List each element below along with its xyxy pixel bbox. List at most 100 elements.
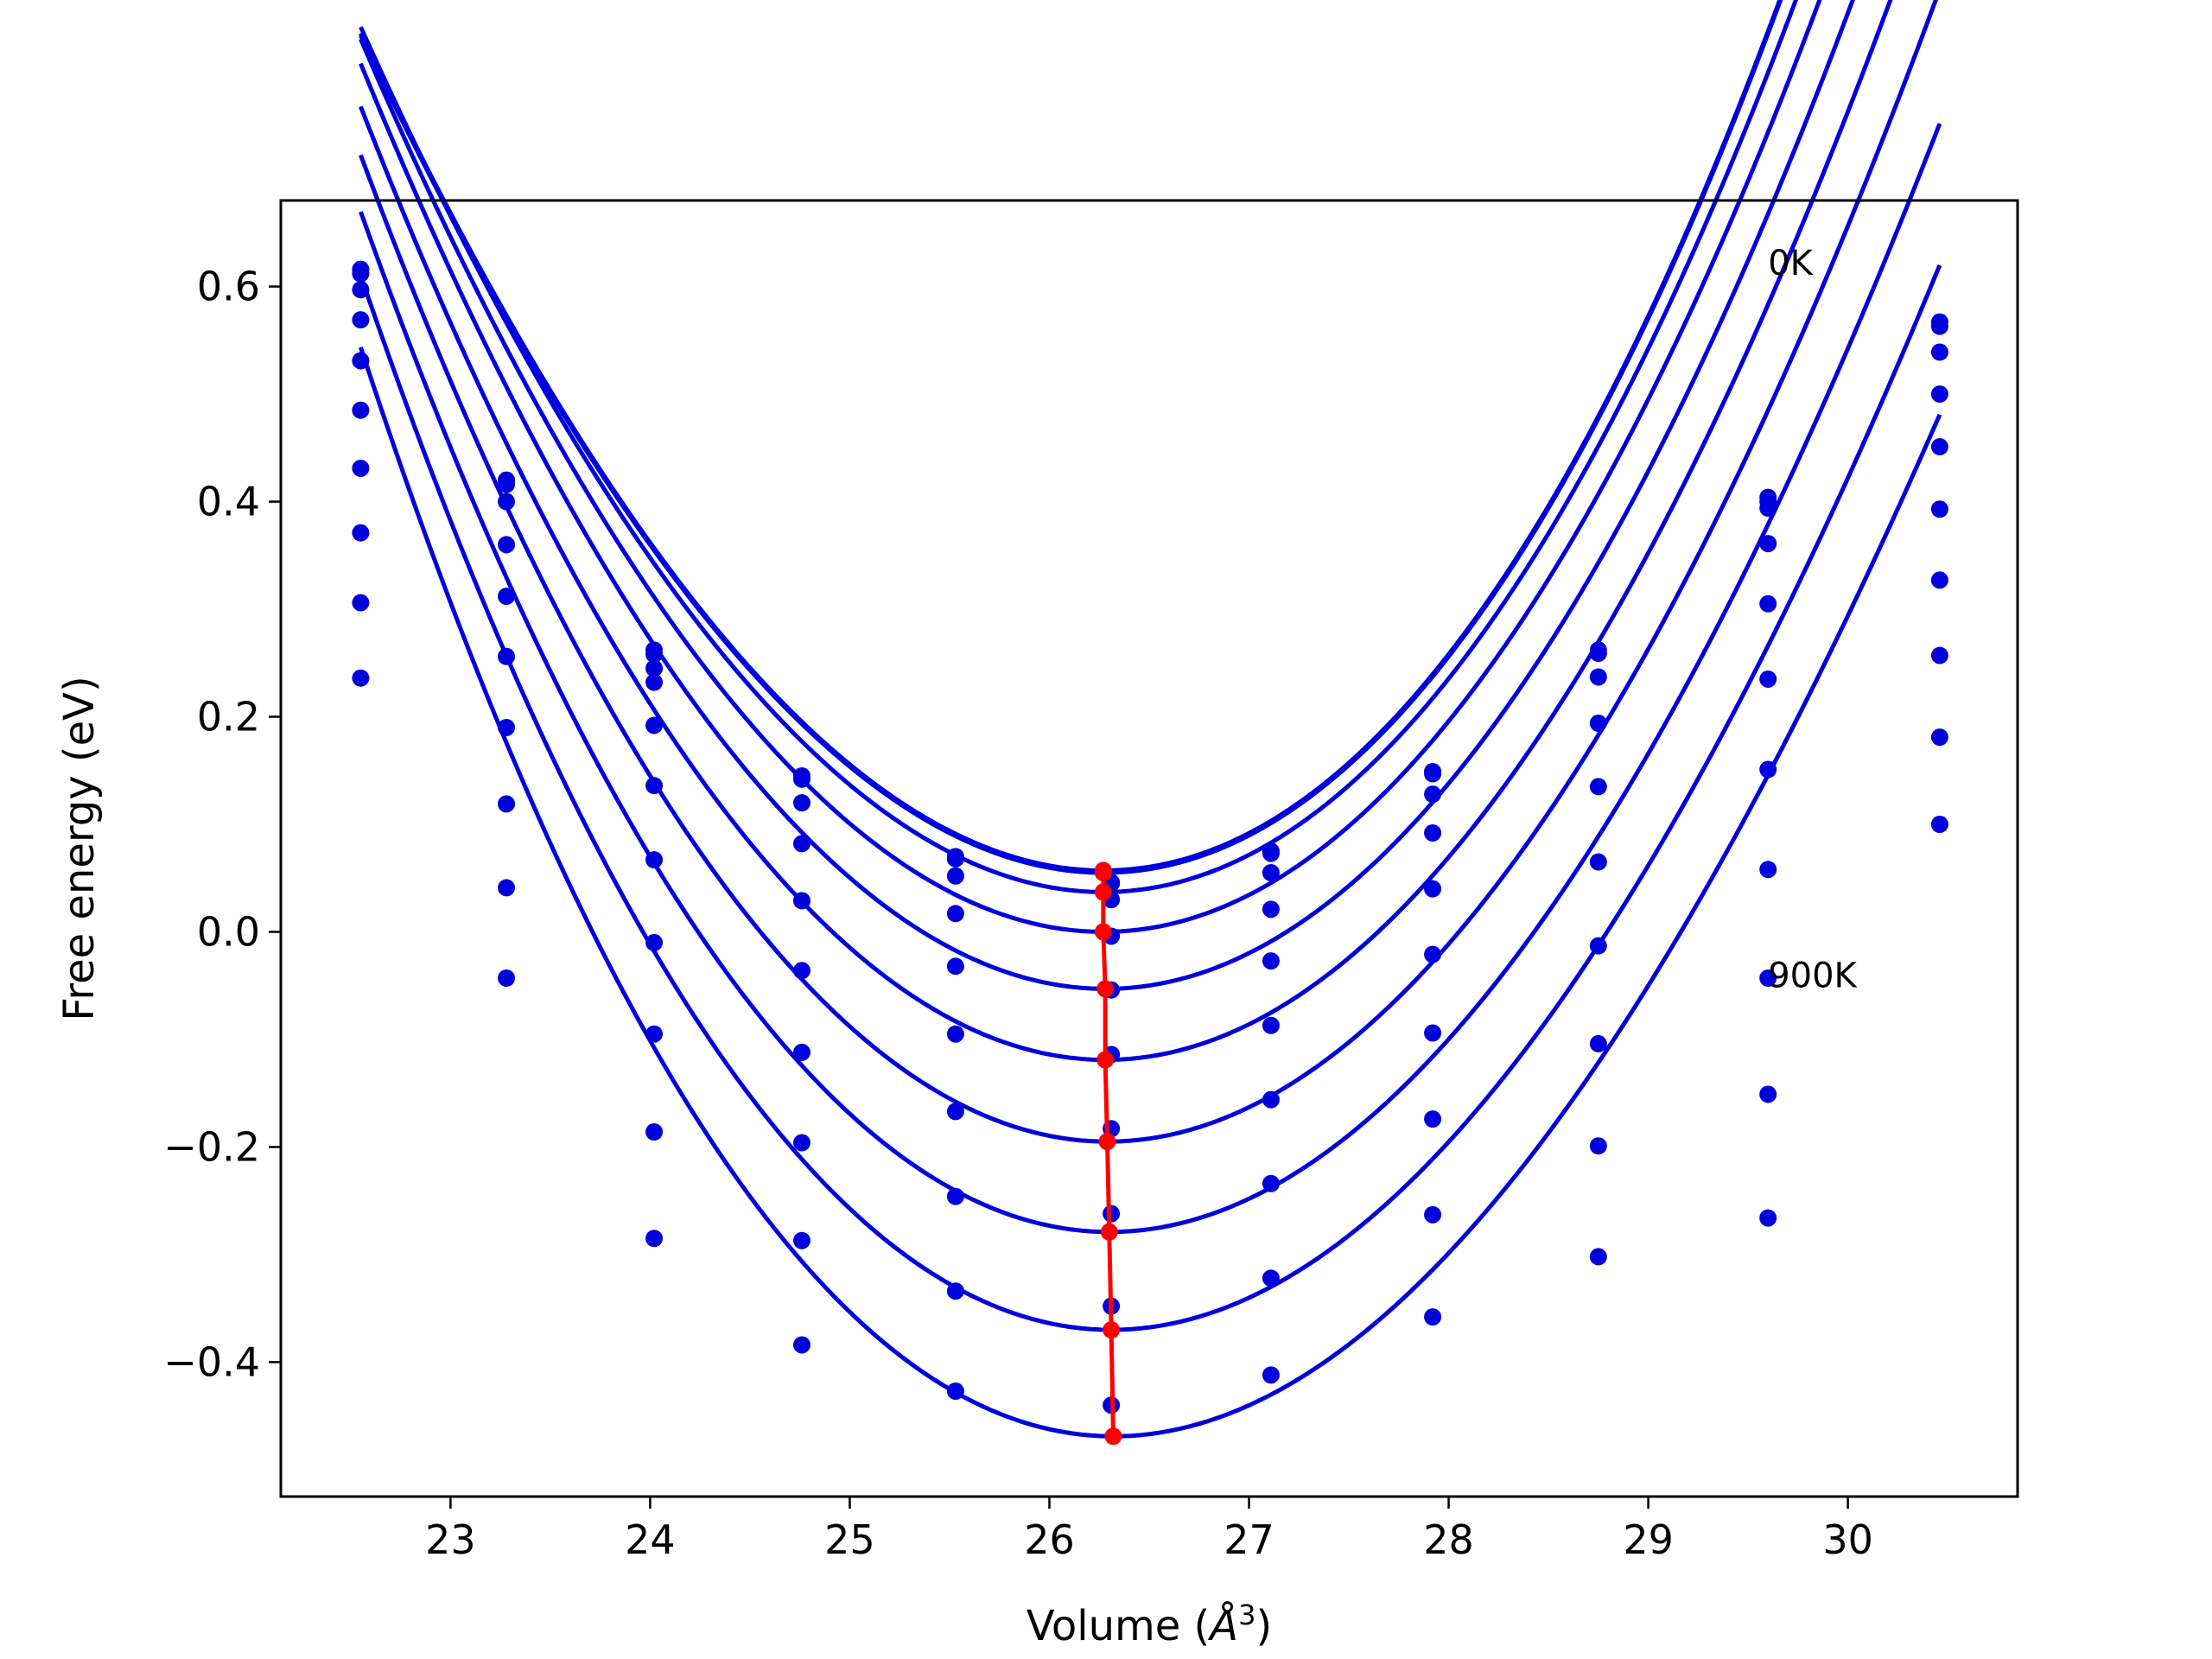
- data-point: [1759, 1085, 1777, 1103]
- fit-curve: [359, 0, 1822, 934]
- data-point: [498, 647, 516, 665]
- x-tick-label: 23: [425, 1516, 476, 1563]
- data-point: [1589, 853, 1607, 871]
- minimum-point: [1096, 980, 1115, 998]
- data-point: [1589, 937, 1607, 955]
- fit-curve: [359, 264, 1942, 1332]
- data-point: [1930, 317, 1948, 335]
- data-point: [1262, 1366, 1280, 1384]
- data-point: [793, 770, 810, 788]
- minimum-point: [1094, 923, 1112, 941]
- data-point: [498, 493, 516, 511]
- data-point: [1759, 499, 1777, 518]
- data-point: [645, 673, 664, 691]
- data-point: [498, 718, 516, 736]
- data-point: [1930, 438, 1948, 456]
- fit-curve: [359, 0, 1938, 1144]
- data-point: [1759, 1209, 1777, 1227]
- data-point: [793, 1043, 810, 1061]
- data-point: [1930, 646, 1948, 664]
- data-point: [645, 659, 664, 677]
- annotations: 0K 900K: [1768, 244, 1858, 995]
- y-tick-label: 0.2: [197, 694, 260, 741]
- data-point: [1262, 844, 1280, 862]
- data-point: [645, 1230, 664, 1248]
- data-point: [1262, 952, 1280, 970]
- minimum-point: [1103, 1321, 1121, 1339]
- y-tick-label: −0.2: [163, 1123, 260, 1170]
- data-point: [1759, 861, 1777, 879]
- data-point: [1589, 778, 1607, 796]
- data-point: [1589, 714, 1607, 732]
- data-point: [1930, 500, 1948, 518]
- data-point: [1424, 1308, 1442, 1326]
- data-point: [1930, 571, 1948, 589]
- minima-line: [1101, 870, 1116, 1437]
- minimum-point: [1098, 1133, 1116, 1151]
- minimum-point: [1096, 1051, 1115, 1069]
- fit-curve: [359, 0, 1799, 894]
- temperature-annotation: 0K: [1768, 244, 1814, 283]
- data-point: [352, 669, 370, 687]
- data-point: [1424, 945, 1442, 963]
- data-point: [1262, 1174, 1280, 1192]
- x-tick-label: 28: [1423, 1516, 1474, 1563]
- data-point: [1424, 785, 1442, 804]
- data-point: [645, 851, 664, 869]
- data-point: [1262, 1269, 1280, 1287]
- data-point: [1262, 864, 1280, 882]
- x-axis-label: Volume (Å3): [1027, 1599, 1272, 1650]
- y-tick-label: 0.0: [197, 908, 260, 955]
- fit-curve: [359, 123, 1942, 1235]
- data-point: [1930, 728, 1948, 747]
- minimum-point: [1094, 864, 1112, 882]
- y-axis-ticks: −0.4 −0.2 0.0 0.2 0.4 0.6: [163, 264, 281, 1385]
- y-tick-label: −0.4: [163, 1338, 260, 1385]
- data-point: [352, 281, 370, 299]
- data-point: [645, 716, 664, 734]
- data-point: [1262, 900, 1280, 918]
- data-point: [946, 867, 964, 885]
- fit-curve: [359, 346, 1942, 1439]
- data-point: [498, 969, 516, 987]
- data-point: [946, 905, 964, 923]
- y-axis-label: Free energy (eV): [55, 676, 104, 1020]
- data-point: [946, 1382, 964, 1401]
- y-tick-label: 0.4: [197, 479, 260, 525]
- x-tick-label: 25: [824, 1516, 875, 1563]
- data-point: [1589, 668, 1607, 686]
- data-point: [793, 1134, 810, 1152]
- data-point: [1424, 823, 1442, 842]
- data-point: [1759, 594, 1777, 613]
- data-point: [1930, 815, 1948, 833]
- x-tick-label: 26: [1024, 1516, 1075, 1563]
- data-point: [946, 1103, 964, 1121]
- temperature-annotation: 900K: [1768, 956, 1858, 995]
- x-axis-ticks: 23 24 25 26 27 28 29 30: [425, 1497, 1873, 1563]
- data-point: [946, 1025, 964, 1043]
- data-point: [946, 849, 964, 868]
- data-point: [645, 933, 664, 951]
- y-tick-label: 0.6: [197, 264, 260, 310]
- axes-frame: [279, 199, 2019, 1498]
- data-point: [1424, 880, 1442, 898]
- data-point: [352, 311, 370, 329]
- x-tick-label: 30: [1822, 1516, 1873, 1563]
- data-point: [1759, 535, 1777, 553]
- data-point: [946, 957, 964, 976]
- minimum-point: [1100, 1223, 1118, 1241]
- data-point: [793, 794, 810, 812]
- data-point: [1589, 1248, 1607, 1266]
- data-point: [645, 1123, 664, 1141]
- data-point: [1759, 969, 1777, 987]
- data-point: [1759, 760, 1777, 779]
- data-point: [1262, 1090, 1280, 1109]
- plot-area: [352, 0, 1948, 1446]
- data-point: [1424, 1024, 1442, 1042]
- data-point: [352, 524, 370, 542]
- data-point: [1262, 1016, 1280, 1034]
- x-tick-label: 27: [1224, 1516, 1274, 1563]
- data-point: [1424, 765, 1442, 783]
- data-point: [1424, 1110, 1442, 1128]
